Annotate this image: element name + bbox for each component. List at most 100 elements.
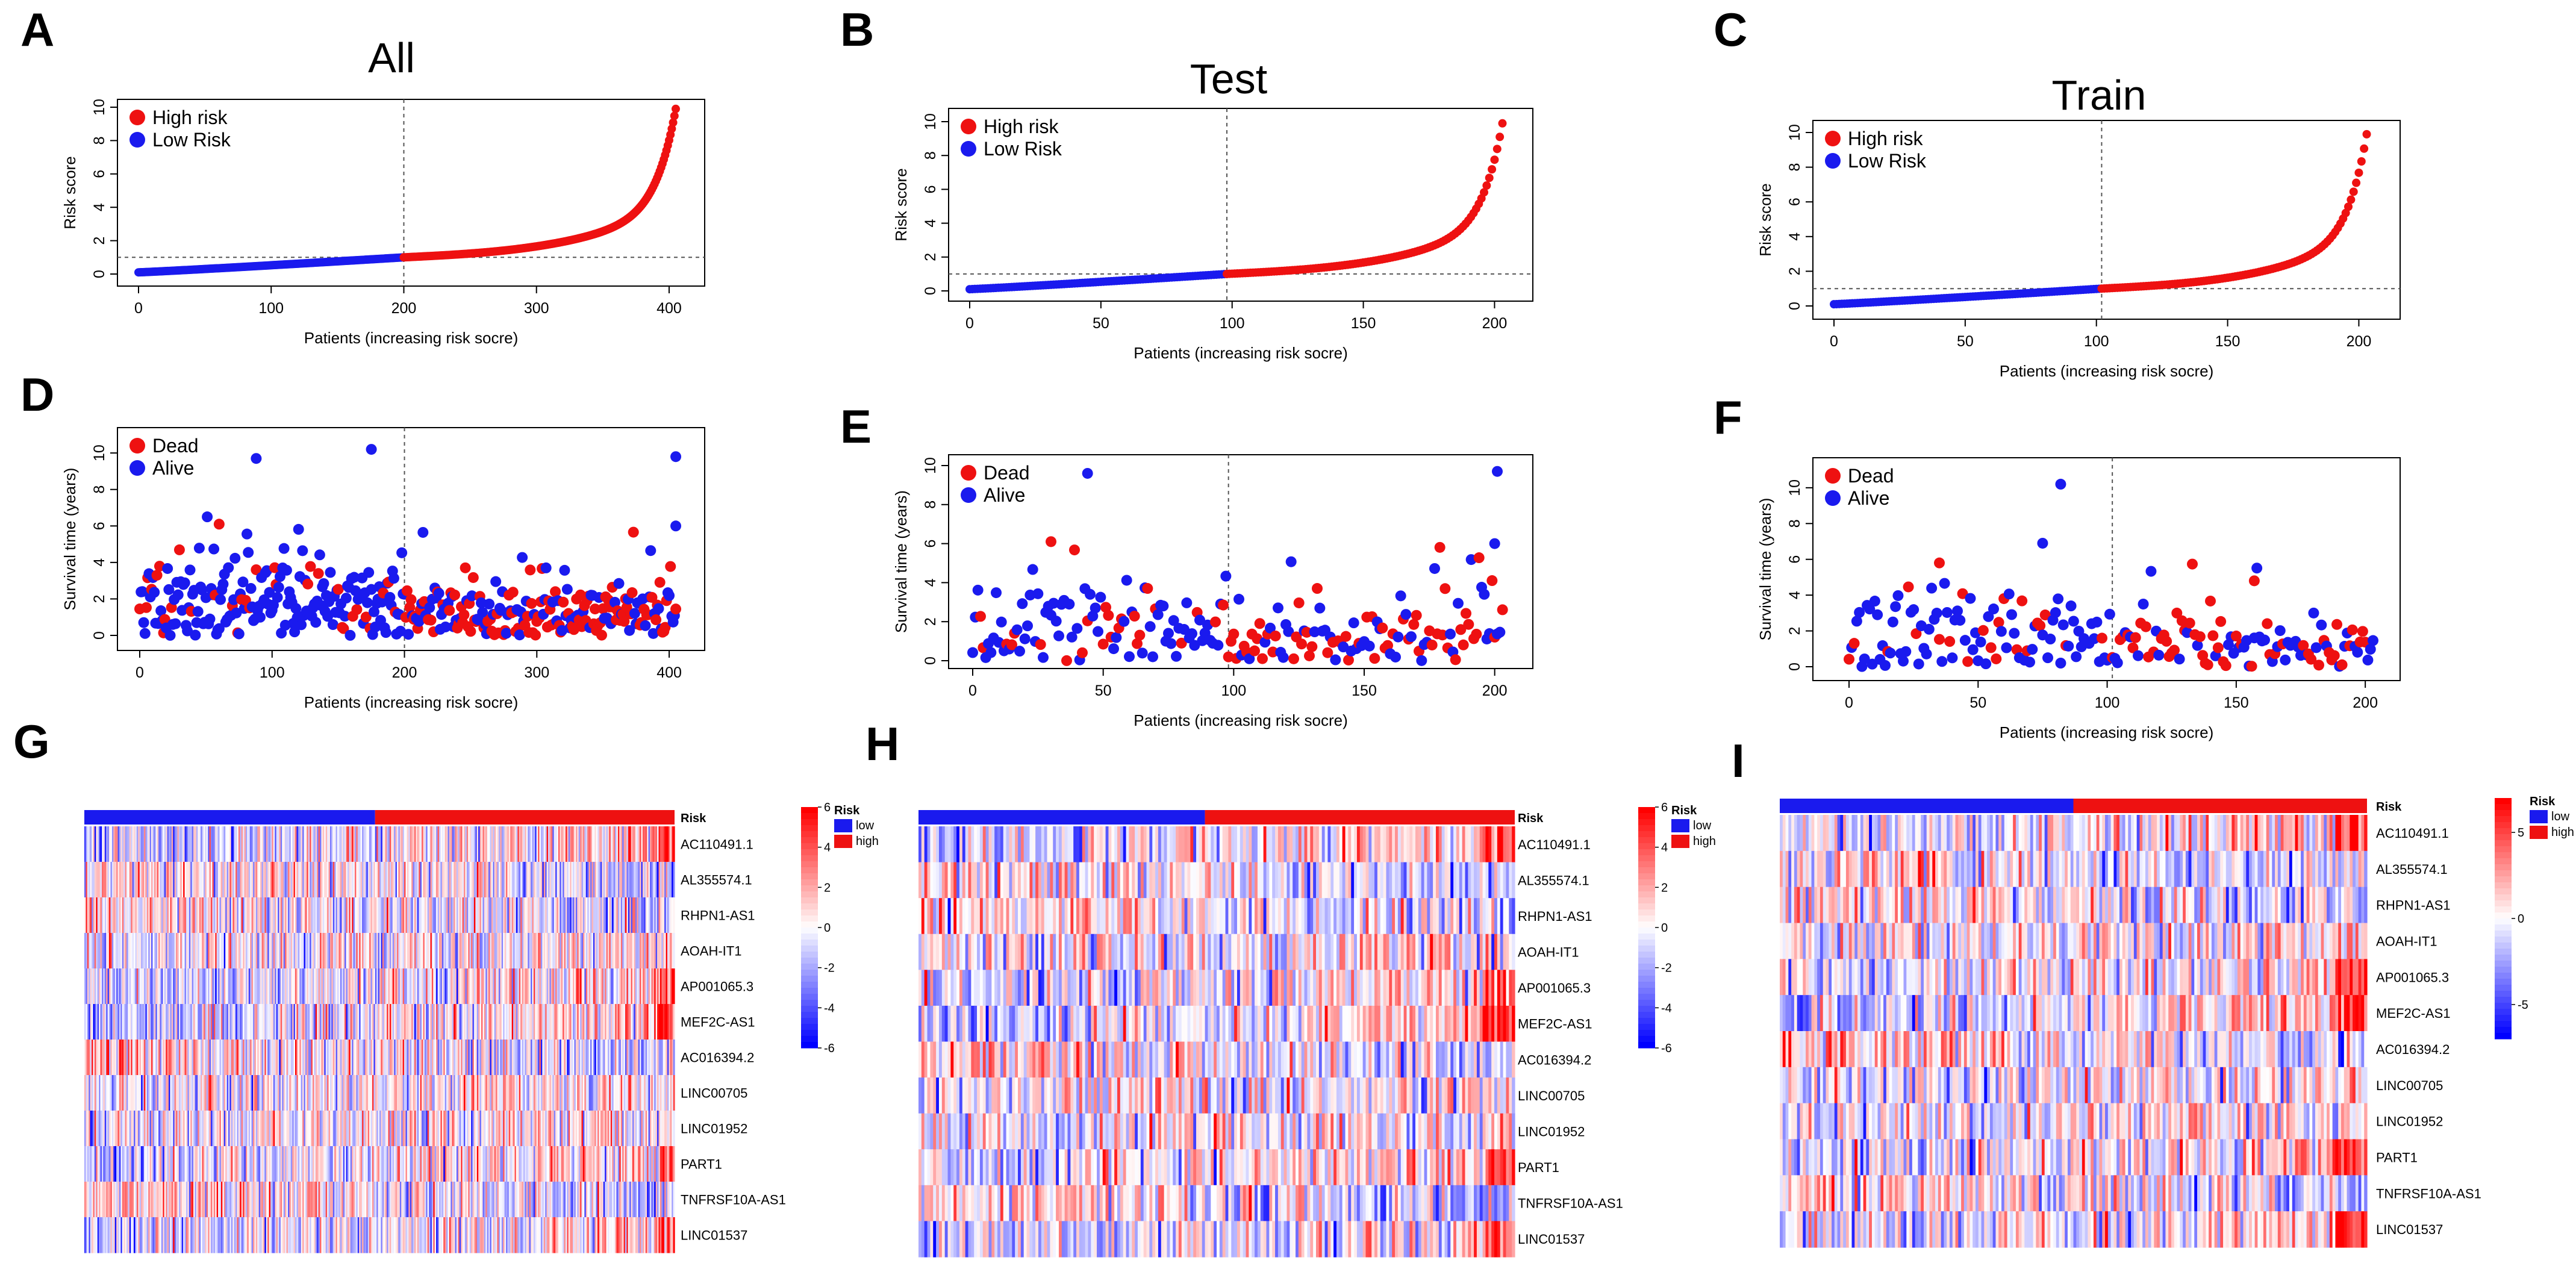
dead-point — [1977, 625, 1989, 636]
alive-point — [1124, 651, 1135, 662]
risk-b-y-tick-label: 0 — [922, 287, 939, 295]
panel-title-train: Train — [2052, 72, 2147, 119]
risk-a-y-tick-label: 10 — [91, 99, 108, 116]
dead-point — [2035, 620, 2046, 631]
alive-point — [1071, 623, 1083, 634]
alive-point — [1975, 636, 1986, 647]
alive-point — [1892, 590, 1904, 601]
dead-point — [1934, 557, 1945, 569]
dead-point — [1439, 583, 1451, 594]
dead-point — [1991, 653, 2002, 664]
alive-point — [293, 523, 304, 535]
alive-point — [162, 563, 173, 574]
dead-point — [1985, 642, 1997, 653]
dead-point — [213, 519, 225, 530]
high-risk-point — [2360, 144, 2369, 153]
dead-point — [1069, 544, 1080, 556]
survival-e-y-tick-label: 0 — [922, 656, 939, 665]
dead-point — [975, 611, 986, 622]
survival-d-y-tick-label: 0 — [91, 631, 108, 640]
alive-point — [1941, 606, 1953, 618]
risk-c-x-axis-label: Patients (increasing risk socre) — [2000, 362, 2213, 380]
alive-point — [2104, 608, 2115, 620]
dead-point — [670, 603, 682, 615]
dead-point — [1377, 622, 1388, 634]
survival-f-legend-label: Alive — [1848, 487, 1889, 509]
survival-d-legend-label: Dead — [152, 435, 199, 457]
survival-e-x-tick-label: 0 — [968, 682, 977, 699]
dead-point — [2357, 626, 2368, 637]
dead-point — [665, 561, 676, 572]
dead-point — [1944, 636, 1956, 647]
alive-point — [2352, 646, 2363, 658]
alive-point — [1395, 590, 1406, 602]
alive-point — [1479, 588, 1490, 600]
alive-point — [561, 584, 573, 595]
dead-point — [1210, 616, 1221, 628]
dead-point — [2187, 558, 2198, 570]
dead-point — [530, 629, 541, 641]
risk-b-x-tick-label: 0 — [965, 315, 974, 332]
heatmap-g-gene-label: AC016394.2 — [681, 1050, 754, 1065]
survival-d-y-tick-label: 2 — [91, 594, 108, 603]
dead-point — [449, 589, 461, 600]
survival-f-y-tick-label: 10 — [1786, 479, 1803, 496]
alive-point — [664, 590, 675, 601]
alive-point — [670, 451, 682, 463]
alive-point — [229, 552, 241, 564]
heatmap-g-gene-label: MEF2C-AS1 — [681, 1015, 755, 1030]
alive-point — [1923, 623, 1935, 635]
alive-point — [327, 619, 338, 631]
survival-e-legend-marker-alive — [961, 487, 976, 503]
dead-point — [1408, 619, 1420, 630]
risk-b-y-tick-label: 8 — [922, 151, 939, 160]
high-risk-point — [670, 111, 679, 120]
survival-d-y-axis-label: Survival time (years) — [61, 468, 79, 611]
risk-a-legend-marker-low-risk — [129, 132, 145, 148]
risk-c-legend-marker-high-risk — [1825, 131, 1841, 146]
high-risk-point — [669, 118, 678, 127]
alive-point — [1406, 631, 1417, 643]
dead-point — [1306, 641, 1318, 652]
high-risk-point — [2347, 195, 2356, 204]
alive-point — [540, 562, 552, 573]
alive-point — [1453, 597, 1464, 609]
alive-point — [272, 591, 283, 603]
survival-f-x-tick-label: 100 — [2095, 694, 2120, 711]
alive-point — [2045, 634, 2056, 645]
heatmap-g-risk-band-low — [84, 810, 375, 825]
alive-point — [1872, 609, 1883, 620]
high-risk-point — [1492, 145, 1502, 154]
alive-point — [184, 564, 196, 576]
dead-point — [626, 587, 638, 599]
high-risk-point — [1490, 155, 1499, 164]
alive-point — [192, 606, 204, 617]
alive-point — [2006, 609, 2017, 620]
risk-c-x-tick-label: 50 — [1957, 333, 1974, 350]
alive-point — [314, 549, 325, 561]
alive-point — [1492, 466, 1503, 477]
alive-point — [380, 627, 391, 638]
dead-point — [1288, 653, 1299, 664]
dead-point — [650, 614, 662, 626]
dead-point — [2313, 659, 2324, 671]
alive-point — [366, 444, 377, 455]
panel-title-all: All — [368, 34, 415, 81]
alive-point — [1093, 626, 1103, 637]
alive-point — [2063, 640, 2074, 652]
alive-point — [1980, 658, 1992, 670]
risk-a-y-axis-label: Risk score — [61, 156, 79, 229]
risk-a-legend-marker-high-risk — [129, 110, 145, 125]
alive-point — [2145, 566, 2157, 577]
alive-point — [991, 587, 1002, 599]
alive-point — [433, 588, 444, 599]
alive-point — [1890, 601, 1901, 613]
dead-point — [351, 604, 363, 616]
risk-b-y-tick-label: 2 — [922, 253, 939, 261]
risk-b-x-tick-label: 100 — [1220, 315, 1245, 332]
survival-e-y-axis-label: Survival time (years) — [892, 490, 910, 633]
survival-d-y-tick-label: 10 — [91, 444, 108, 461]
alive-point — [139, 628, 151, 639]
alive-point — [1995, 626, 2007, 637]
